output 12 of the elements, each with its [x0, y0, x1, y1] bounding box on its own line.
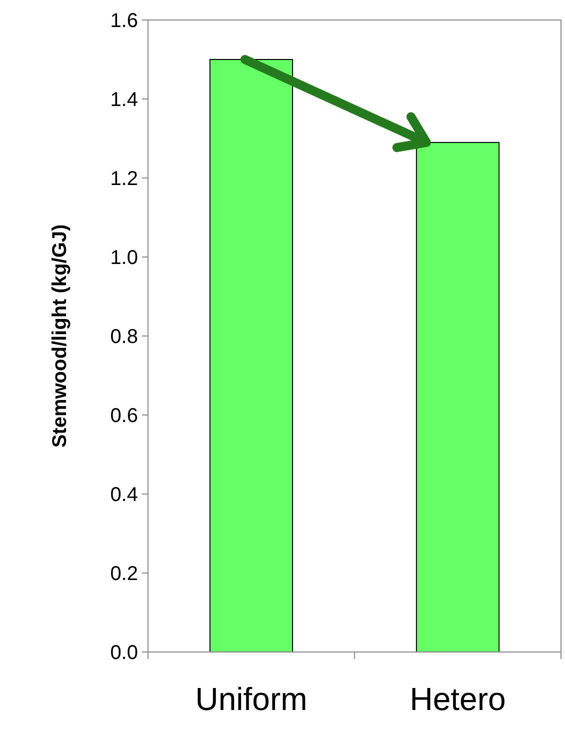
- y-tick-label: 0.4: [110, 484, 138, 506]
- y-tick-label: 0.6: [110, 405, 138, 427]
- x-tick-label: Hetero: [410, 681, 506, 717]
- y-tick-label: 1.6: [110, 10, 138, 32]
- y-tick-label: 1.4: [110, 89, 138, 111]
- y-tick-label: 1.0: [110, 247, 138, 269]
- x-tick-label: Uniform: [195, 681, 308, 717]
- y-tick-label: 1.2: [110, 168, 138, 190]
- y-tick-label: 0.2: [110, 563, 138, 585]
- y-tick-label: 0.0: [110, 642, 138, 664]
- y-axis-title: Stemwood/light (kg/GJ): [49, 224, 71, 448]
- y-tick-label: 0.8: [110, 326, 138, 348]
